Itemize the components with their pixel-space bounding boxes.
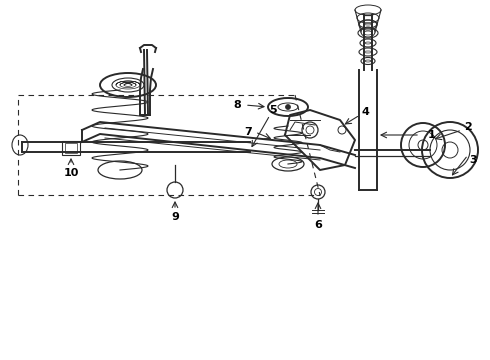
Text: 6: 6 [314, 220, 322, 230]
Circle shape [286, 104, 291, 109]
Bar [65, 143, 77, 153]
Text: 1: 1 [428, 130, 436, 140]
Bar [62, 141, 80, 155]
Text: 8: 8 [233, 100, 241, 110]
Text: 3: 3 [469, 155, 477, 165]
Text: 2: 2 [464, 122, 472, 132]
Text: 5: 5 [269, 105, 277, 115]
Text: 7: 7 [244, 127, 252, 137]
Text: 9: 9 [171, 212, 179, 222]
Text: 10: 10 [63, 168, 79, 178]
Text: 4: 4 [361, 107, 369, 117]
